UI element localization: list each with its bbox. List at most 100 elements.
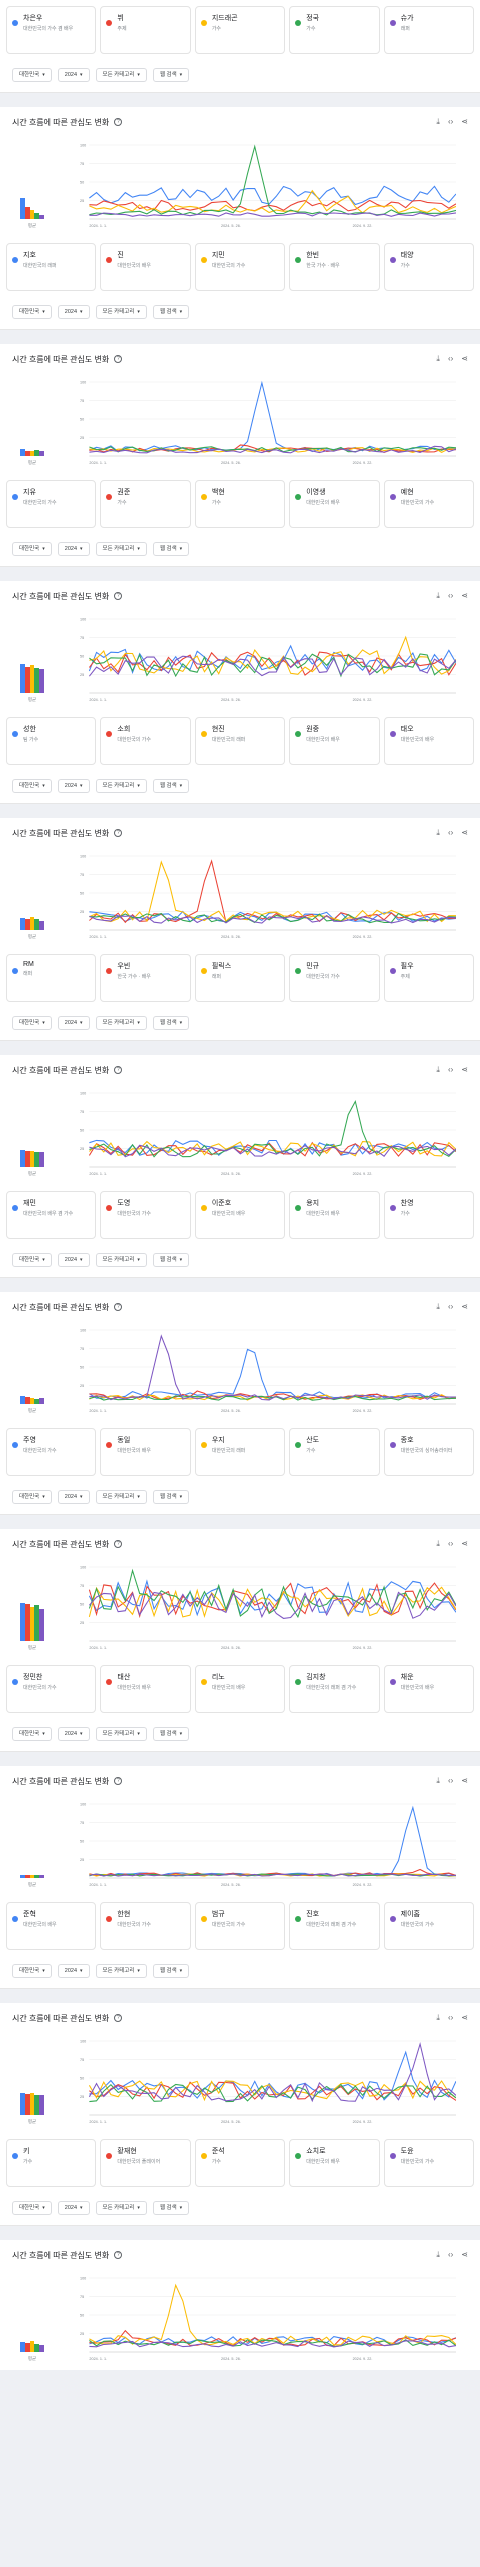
- help-icon[interactable]: ?: [114, 1066, 123, 1074]
- search-term-card[interactable]: 지민 대한민국의 가수: [194, 243, 286, 291]
- search-type-filter[interactable]: 웹 검색 ▾: [152, 1727, 190, 1741]
- share-icon[interactable]: ⋖: [461, 1776, 468, 1785]
- download-icon[interactable]: ⤓: [436, 828, 440, 837]
- period-filter[interactable]: 2024 ▾: [57, 1490, 90, 1504]
- category-filter[interactable]: 모든 카테고리 ▾: [95, 779, 147, 793]
- period-filter[interactable]: 2024 ▾: [57, 1253, 90, 1267]
- period-filter[interactable]: 2024 ▾: [57, 2201, 90, 2215]
- period-filter[interactable]: 2024 ▾: [57, 68, 90, 82]
- period-filter[interactable]: 2024 ▾: [57, 1727, 90, 1741]
- region-filter[interactable]: 대한민국 ▾: [12, 1727, 52, 1741]
- help-icon[interactable]: ?: [114, 2251, 123, 2259]
- search-term-card[interactable]: 현진 대한민국의 래퍼: [194, 717, 286, 765]
- search-term-card[interactable]: 한현 대한민국의 가수: [100, 1902, 191, 1950]
- download-icon[interactable]: ⤓: [436, 1065, 440, 1074]
- help-icon[interactable]: ?: [114, 829, 123, 837]
- embed-icon[interactable]: ‹›: [447, 117, 454, 126]
- period-filter[interactable]: 2024 ▾: [57, 1964, 90, 1978]
- category-filter[interactable]: 모든 카테고리 ▾: [95, 1253, 147, 1267]
- search-term-card[interactable]: 태양 가수: [383, 243, 475, 291]
- share-icon[interactable]: ⋖: [461, 591, 468, 600]
- search-term-card[interactable]: 리노 대한민국의 배우: [194, 1665, 286, 1713]
- share-icon[interactable]: ⋖: [461, 1302, 468, 1311]
- search-term-card[interactable]: 백현 가수: [194, 480, 286, 528]
- download-icon[interactable]: ⤓: [436, 2250, 440, 2259]
- search-term-card[interactable]: 주영 대한민국의 가수: [6, 1428, 97, 1476]
- help-icon[interactable]: ?: [114, 355, 123, 363]
- category-filter[interactable]: 모든 카테고리 ▾: [95, 1016, 147, 1030]
- search-term-card[interactable]: 우지 대한민국의 래퍼: [194, 1428, 286, 1476]
- category-filter[interactable]: 모든 카테고리 ▾: [95, 2201, 147, 2215]
- search-type-filter[interactable]: 웹 검색 ▾: [152, 1016, 190, 1030]
- embed-icon[interactable]: ‹›: [447, 354, 454, 363]
- period-filter[interactable]: 2024 ▾: [57, 305, 90, 319]
- search-term-card[interactable]: 범규 대한민국의 가수: [194, 1902, 286, 1950]
- search-term-card[interactable]: 이준호 대한민국의 배우: [194, 1191, 286, 1239]
- category-filter[interactable]: 모든 카테고리 ▾: [95, 305, 147, 319]
- search-term-card[interactable]: 찬영 가수: [383, 1191, 475, 1239]
- search-term-card[interactable]: 황재현 대한민국의 플레이어: [100, 2139, 191, 2187]
- search-type-filter[interactable]: 웹 검색 ▾: [152, 1253, 190, 1267]
- search-term-card[interactable]: 도영 대한민국의 가수: [100, 1191, 191, 1239]
- share-icon[interactable]: ⋖: [461, 117, 468, 126]
- search-term-card[interactable]: 정국 가수: [289, 6, 380, 54]
- category-filter[interactable]: 모든 카테고리 ▾: [95, 68, 147, 82]
- search-term-card[interactable]: 한빈 한국 가수 · 배우: [289, 243, 380, 291]
- search-term-card[interactable]: 민규 대한민국의 가수: [289, 954, 380, 1002]
- search-term-card[interactable]: 지드래곤 가수: [194, 6, 286, 54]
- search-term-card[interactable]: 권준 가수: [100, 480, 191, 528]
- help-icon[interactable]: ?: [114, 118, 123, 126]
- category-filter[interactable]: 모든 카테고리 ▾: [95, 542, 147, 556]
- search-term-card[interactable]: 진호 대한민국의 래퍼 겸 가수: [289, 1902, 380, 1950]
- period-filter[interactable]: 2024 ▾: [57, 779, 90, 793]
- help-icon[interactable]: ?: [114, 1540, 123, 1548]
- help-icon[interactable]: ?: [114, 1777, 123, 1785]
- download-icon[interactable]: ⤓: [436, 591, 440, 600]
- region-filter[interactable]: 대한민국 ▾: [12, 542, 52, 556]
- search-term-card[interactable]: 재민 대한민국의 배우 겸 가수: [6, 1191, 97, 1239]
- search-term-card[interactable]: 이영생 대한민국의 배우: [289, 480, 380, 528]
- region-filter[interactable]: 대한민국 ▾: [12, 779, 52, 793]
- help-icon[interactable]: ?: [114, 2014, 123, 2022]
- embed-icon[interactable]: ‹›: [447, 828, 454, 837]
- search-term-card[interactable]: 차은우 대한민국의 가수 겸 배우: [6, 6, 97, 54]
- share-icon[interactable]: ⋖: [461, 828, 468, 837]
- search-type-filter[interactable]: 웹 검색 ▾: [152, 1964, 190, 1978]
- share-icon[interactable]: ⋖: [461, 1065, 468, 1074]
- search-term-card[interactable]: 뷔 주제: [100, 6, 191, 54]
- search-term-card[interactable]: 지호 대한민국의 래퍼: [6, 243, 97, 291]
- search-type-filter[interactable]: 웹 검색 ▾: [152, 542, 190, 556]
- category-filter[interactable]: 모든 카테고리 ▾: [95, 1727, 147, 1741]
- search-type-filter[interactable]: 웹 검색 ▾: [152, 779, 190, 793]
- search-term-card[interactable]: 산도 가수: [289, 1428, 380, 1476]
- search-term-card[interactable]: 동일 대한민국의 배우: [100, 1428, 191, 1476]
- embed-icon[interactable]: ‹›: [447, 591, 454, 600]
- embed-icon[interactable]: ‹›: [447, 1302, 454, 1311]
- search-term-card[interactable]: 김지창 대한민국의 래퍼 겸 가수: [289, 1665, 380, 1713]
- search-term-card[interactable]: RM 래퍼: [6, 954, 97, 1002]
- embed-icon[interactable]: ‹›: [447, 1776, 454, 1785]
- download-icon[interactable]: ⤓: [436, 1302, 440, 1311]
- download-icon[interactable]: ⤓: [436, 354, 440, 363]
- download-icon[interactable]: ⤓: [436, 117, 440, 126]
- share-icon[interactable]: ⋖: [461, 1539, 468, 1548]
- search-term-card[interactable]: 용지 대한민국의 배우: [289, 1191, 380, 1239]
- search-term-card[interactable]: 성한 팀 가수: [6, 717, 97, 765]
- search-type-filter[interactable]: 웹 검색 ▾: [152, 68, 190, 82]
- share-icon[interactable]: ⋖: [461, 354, 468, 363]
- category-filter[interactable]: 모든 카테고리 ▾: [95, 1490, 147, 1504]
- region-filter[interactable]: 대한민국 ▾: [12, 305, 52, 319]
- embed-icon[interactable]: ‹›: [447, 1065, 454, 1074]
- embed-icon[interactable]: ‹›: [447, 1539, 454, 1548]
- help-icon[interactable]: ?: [114, 1303, 123, 1311]
- search-term-card[interactable]: 원중 대한민국의 배우: [289, 717, 380, 765]
- share-icon[interactable]: ⋖: [461, 2013, 468, 2022]
- download-icon[interactable]: ⤓: [436, 1539, 440, 1548]
- search-type-filter[interactable]: 웹 검색 ▾: [152, 1490, 190, 1504]
- search-term-card[interactable]: 예현 대한민국의 가수: [383, 480, 475, 528]
- search-type-filter[interactable]: 웹 검색 ▾: [152, 2201, 190, 2215]
- region-filter[interactable]: 대한민국 ▾: [12, 1016, 52, 1030]
- region-filter[interactable]: 대한민국 ▾: [12, 1964, 52, 1978]
- search-term-card[interactable]: 소희 대한민국의 가수: [100, 717, 191, 765]
- search-term-card[interactable]: 채운 대한민국의 배우: [383, 1665, 475, 1713]
